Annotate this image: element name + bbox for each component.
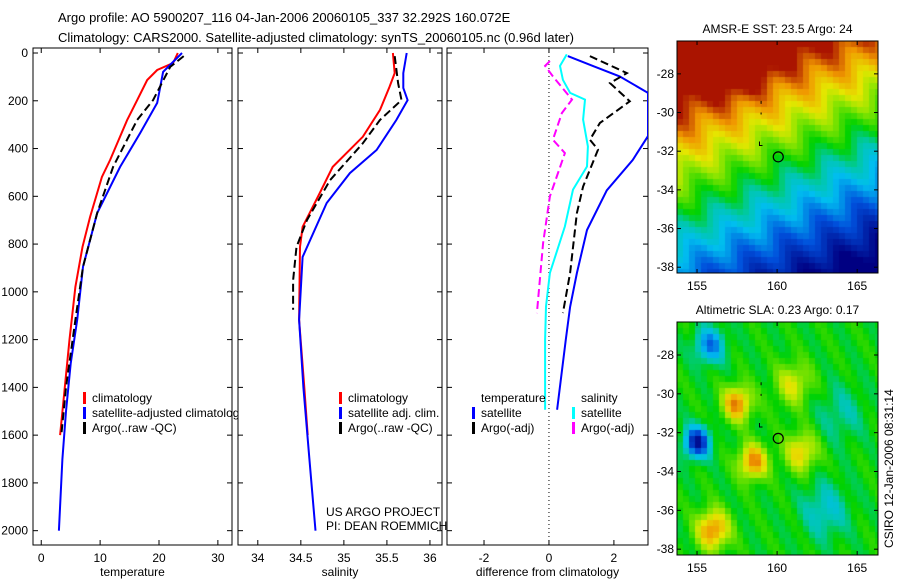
map-y-tick-label: -34 (657, 465, 675, 479)
series-line-salinity-satellite (544, 53, 589, 410)
legend-label: satellite adj. clim. (348, 406, 439, 420)
series-line-satellite-adj-clim- (298, 52, 409, 531)
map-y-tick-label: -28 (657, 348, 675, 362)
x-tick-label: 35.5 (375, 551, 399, 565)
y-tick-label: 1800 (1, 476, 28, 490)
y-tick-label: 600 (8, 189, 28, 203)
legend-swatch (472, 422, 475, 434)
legend-swatch (472, 407, 475, 419)
legend-swatch (83, 407, 86, 419)
map-y-tick-label: -38 (657, 260, 675, 274)
sst-map-image (677, 41, 878, 273)
map-frame (676, 321, 879, 556)
map-y-tick-label: -30 (657, 106, 675, 120)
x-tick-label: 0 (546, 551, 553, 565)
island-outline (758, 382, 763, 428)
legend-swatch (572, 422, 575, 434)
y-tick-label: 1400 (1, 380, 28, 394)
map-x-tick-label: 155 (687, 561, 707, 575)
legend-label: satellite (481, 406, 522, 420)
x-tick-label: 30 (211, 551, 225, 565)
series-line-argo-raw-qc- (292, 55, 403, 310)
map-y-tick-label: -28 (657, 67, 675, 81)
map-y-tick-label: -38 (657, 542, 675, 556)
y-tick-label: 1000 (1, 285, 28, 299)
series-group (535, 53, 648, 410)
legend-label: Argo(..raw -QC) (348, 421, 433, 435)
legend-swatch (83, 422, 86, 434)
map-title: AMSR-E SST: 23.5 Argo: 24 (702, 22, 852, 36)
plot-frame-1 (237, 47, 443, 546)
x-axis-label: difference from climatology (476, 565, 619, 579)
credit-line1: US ARGO PROJECT (326, 505, 441, 519)
legend-swatch (339, 407, 342, 419)
argo-float-marker (772, 432, 784, 444)
y-tick-label: 400 (8, 142, 28, 156)
timestamp-label: CSIRO 12-Jan-2006 08:31:14 (882, 389, 896, 548)
legend-label: Argo(-adj) (581, 421, 634, 435)
x-tick-label: 20 (152, 551, 166, 565)
map-frame (676, 40, 879, 274)
map-x-tick-label: 160 (767, 561, 787, 575)
x-tick-label: 36 (423, 551, 437, 565)
legend-swatch (83, 392, 86, 404)
map-y-tick-label: -36 (657, 503, 675, 517)
y-tick-label: 0 (21, 46, 28, 60)
series-line-temperature-satellite (556, 55, 648, 410)
x-tick-label: 10 (93, 551, 107, 565)
sla-map-image (677, 322, 878, 555)
map-x-tick-label: 165 (847, 561, 867, 575)
x-tick-label: 35 (337, 551, 351, 565)
x-axis-label: temperature (100, 565, 165, 579)
credit-line2: PI: DEAN ROEMMICH (326, 519, 447, 533)
map-x-tick-label: 165 (847, 279, 867, 293)
map-y-tick-label: -36 (657, 222, 675, 236)
x-tick-label: -2 (479, 551, 490, 565)
map-y-tick-label: -30 (657, 387, 675, 401)
legend-swatch (572, 407, 575, 419)
legend-label: satellite (581, 406, 622, 420)
series-line-argo-raw-qc- (60, 55, 185, 436)
figure-title-line1: Argo profile: AO 5900207_116 04-Jan-2006… (58, 10, 511, 25)
legend-label: Argo(-adj) (481, 421, 534, 435)
x-tick-label: 34 (251, 551, 265, 565)
plot-frame-0 (32, 47, 233, 546)
series-line-temperature-argo-adj- (561, 55, 632, 314)
map-y-tick-label: -34 (657, 183, 675, 197)
legend-label: satellite-adjusted climatology (92, 406, 245, 420)
legend-label: climatology (348, 391, 408, 405)
legend-header-temperature: temperature (481, 391, 546, 405)
y-tick-label: 2000 (1, 524, 28, 538)
map-y-tick-label: -32 (657, 426, 675, 440)
argo-float-marker (772, 151, 784, 163)
island-outline (758, 100, 763, 147)
legend-swatch (339, 422, 342, 434)
x-tick-label: 34.5 (289, 551, 313, 565)
legend-label: Argo(..raw -QC) (92, 421, 177, 435)
map-x-tick-label: 155 (687, 279, 707, 293)
x-tick-label: 2 (611, 551, 618, 565)
series-line-climatology (59, 52, 179, 436)
legend-swatch (339, 392, 342, 404)
x-axis-label: salinity (322, 565, 359, 579)
series-line-salinity-argo-adj- (535, 60, 574, 314)
legend-header-salinity: salinity (581, 391, 618, 405)
map-y-tick-label: -32 (657, 144, 675, 158)
y-tick-label: 1200 (1, 333, 28, 347)
figure-title-line2: Climatology: CARS2000. Satellite-adjuste… (58, 30, 574, 45)
y-tick-label: 1600 (1, 428, 28, 442)
y-tick-label: 200 (8, 94, 28, 108)
series-group (57, 52, 185, 531)
series-group (292, 52, 409, 531)
x-tick-label: 0 (38, 551, 45, 565)
map-x-tick-label: 160 (767, 279, 787, 293)
y-tick-label: 800 (8, 237, 28, 251)
map-title: Altimetric SLA: 0.23 Argo: 0.17 (696, 303, 860, 317)
legend-label: climatology (92, 391, 152, 405)
